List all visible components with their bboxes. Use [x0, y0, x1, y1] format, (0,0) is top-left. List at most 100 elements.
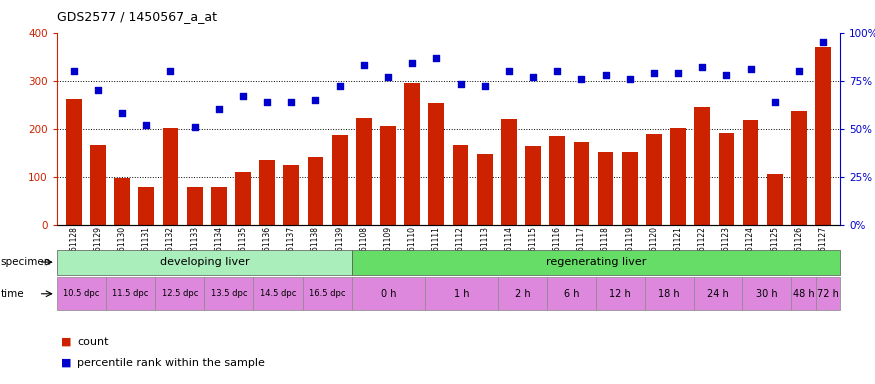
- Point: [164, 68, 178, 74]
- Point: [91, 87, 105, 93]
- Bar: [646, 134, 662, 225]
- Bar: [254, 277, 303, 310]
- Point: [767, 99, 781, 105]
- Text: 13.5 dpc: 13.5 dpc: [211, 289, 247, 298]
- Bar: [477, 154, 493, 225]
- Point: [671, 70, 685, 76]
- Point: [309, 97, 323, 103]
- Bar: [816, 47, 831, 225]
- Text: time: time: [1, 289, 24, 299]
- Bar: [138, 187, 154, 225]
- Point: [696, 64, 710, 70]
- Bar: [596, 277, 645, 310]
- Bar: [303, 277, 352, 310]
- Bar: [211, 187, 227, 225]
- Text: developing liver: developing liver: [159, 257, 249, 267]
- Point: [550, 68, 564, 74]
- Bar: [525, 146, 541, 225]
- Point: [574, 76, 588, 82]
- Bar: [205, 277, 254, 310]
- Point: [430, 55, 444, 61]
- Text: 2 h: 2 h: [514, 289, 530, 299]
- Text: percentile rank within the sample: percentile rank within the sample: [77, 358, 265, 368]
- Bar: [498, 277, 547, 310]
- Point: [816, 39, 830, 45]
- Point: [453, 81, 467, 88]
- Bar: [57, 277, 106, 310]
- Bar: [816, 277, 840, 310]
- Text: 12.5 dpc: 12.5 dpc: [162, 289, 198, 298]
- Point: [381, 74, 395, 80]
- Text: 12 h: 12 h: [609, 289, 631, 299]
- Point: [260, 99, 274, 105]
- Text: 48 h: 48 h: [793, 289, 815, 299]
- Text: 24 h: 24 h: [707, 289, 729, 299]
- Text: 14.5 dpc: 14.5 dpc: [260, 289, 297, 298]
- Text: 10.5 dpc: 10.5 dpc: [63, 289, 100, 298]
- Text: 11.5 dpc: 11.5 dpc: [112, 289, 149, 298]
- Text: GDS2577 / 1450567_a_at: GDS2577 / 1450567_a_at: [57, 10, 217, 23]
- Text: 6 h: 6 h: [564, 289, 579, 299]
- Text: ■: ■: [61, 358, 75, 368]
- Bar: [766, 174, 782, 225]
- Bar: [718, 134, 734, 225]
- Bar: [452, 146, 468, 225]
- Text: ■: ■: [61, 337, 75, 347]
- Text: specimen: specimen: [1, 257, 52, 267]
- Bar: [352, 277, 425, 310]
- Point: [187, 124, 201, 130]
- Point: [66, 68, 80, 74]
- Bar: [743, 119, 759, 225]
- Point: [284, 99, 298, 105]
- Text: regenerating liver: regenerating liver: [546, 257, 646, 267]
- Point: [719, 72, 733, 78]
- Bar: [598, 152, 613, 225]
- Bar: [694, 277, 742, 310]
- Point: [116, 110, 130, 116]
- Bar: [550, 136, 565, 225]
- Bar: [259, 160, 275, 225]
- Point: [332, 83, 346, 89]
- Bar: [308, 157, 324, 225]
- Bar: [573, 142, 589, 225]
- Bar: [284, 165, 299, 225]
- Bar: [235, 172, 251, 225]
- Point: [236, 93, 250, 99]
- Point: [623, 76, 637, 82]
- Bar: [695, 107, 710, 225]
- Point: [647, 70, 661, 76]
- Point: [744, 66, 758, 72]
- Bar: [90, 146, 106, 225]
- Bar: [57, 250, 352, 275]
- Text: 30 h: 30 h: [756, 289, 778, 299]
- Text: 72 h: 72 h: [817, 289, 839, 299]
- Point: [478, 83, 492, 89]
- Bar: [425, 277, 498, 310]
- Bar: [155, 277, 205, 310]
- Bar: [742, 277, 791, 310]
- Bar: [332, 135, 347, 225]
- Point: [792, 68, 806, 74]
- Bar: [547, 277, 596, 310]
- Bar: [352, 250, 840, 275]
- Bar: [163, 128, 178, 225]
- Bar: [404, 83, 420, 225]
- Bar: [106, 277, 155, 310]
- Text: count: count: [77, 337, 108, 347]
- Bar: [380, 126, 396, 225]
- Bar: [791, 111, 807, 225]
- Point: [212, 106, 226, 113]
- Bar: [115, 178, 130, 225]
- Text: 1 h: 1 h: [454, 289, 469, 299]
- Point: [598, 72, 612, 78]
- Point: [139, 122, 153, 128]
- Bar: [645, 277, 694, 310]
- Point: [357, 62, 371, 68]
- Bar: [622, 152, 638, 225]
- Text: 16.5 dpc: 16.5 dpc: [309, 289, 346, 298]
- Text: 18 h: 18 h: [658, 289, 680, 299]
- Bar: [670, 128, 686, 225]
- Bar: [791, 277, 816, 310]
- Bar: [356, 118, 372, 225]
- Point: [526, 74, 540, 80]
